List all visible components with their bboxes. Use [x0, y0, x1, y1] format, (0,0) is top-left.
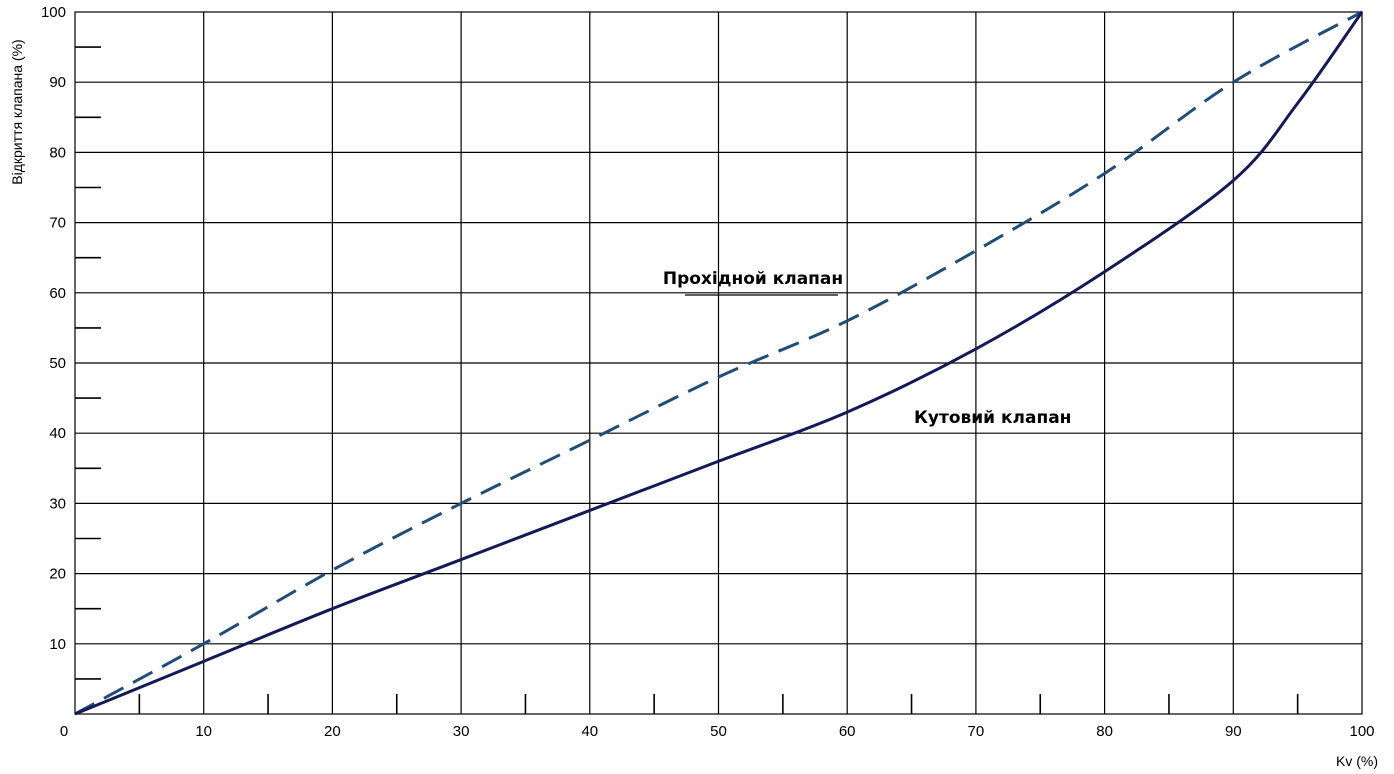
x-tick-label: 70	[968, 723, 985, 740]
x-tick-label: 60	[839, 723, 856, 740]
y-tick-label: 70	[49, 215, 66, 232]
y-tick-label: 100	[41, 4, 66, 21]
x-tick-label: 100	[1349, 723, 1374, 740]
y-tick-label: 90	[49, 74, 66, 91]
x-tick-labels: 0 10 20 30 40 50 60 70 80 90 100	[60, 723, 1375, 740]
minor-ticks	[75, 46, 1299, 714]
y-tick-label: 60	[49, 285, 66, 302]
x-tick-label: 30	[453, 723, 470, 740]
series-line-through-valve	[74, 10, 1363, 716]
annotations: Прохідной клапан Кутовий клапан	[663, 269, 1072, 428]
y-tick-label: 50	[49, 355, 66, 372]
x-tick-label: 80	[1096, 723, 1113, 740]
annotation-through-valve: Прохідной клапан	[663, 269, 843, 289]
x-tick-label: 40	[581, 723, 598, 740]
series-lines	[74, 10, 1364, 716]
y-tick-label: 30	[49, 495, 66, 512]
x-tick-label: 10	[195, 723, 212, 740]
x-tick-label: 0	[60, 723, 68, 740]
annotation-angle-valve: Кутовий клапан	[914, 408, 1071, 428]
y-tick-label: 80	[49, 144, 66, 161]
x-tick-label: 90	[1225, 723, 1242, 740]
x-tick-label: 20	[324, 723, 341, 740]
y-tick-label: 10	[49, 636, 66, 653]
x-tick-label: 50	[710, 723, 727, 740]
series-line-angle-valve	[74, 11, 1364, 716]
grid	[74, 11, 1363, 715]
y-axis-title: Відкриття клапана (%)	[9, 39, 25, 184]
y-tick-label: 40	[49, 425, 66, 442]
x-axis-title: Kv (%)	[1336, 753, 1378, 769]
y-tick-label: 20	[49, 566, 66, 583]
y-tick-labels: 10 20 30 40 50 60 70 80 90 100	[41, 4, 66, 653]
